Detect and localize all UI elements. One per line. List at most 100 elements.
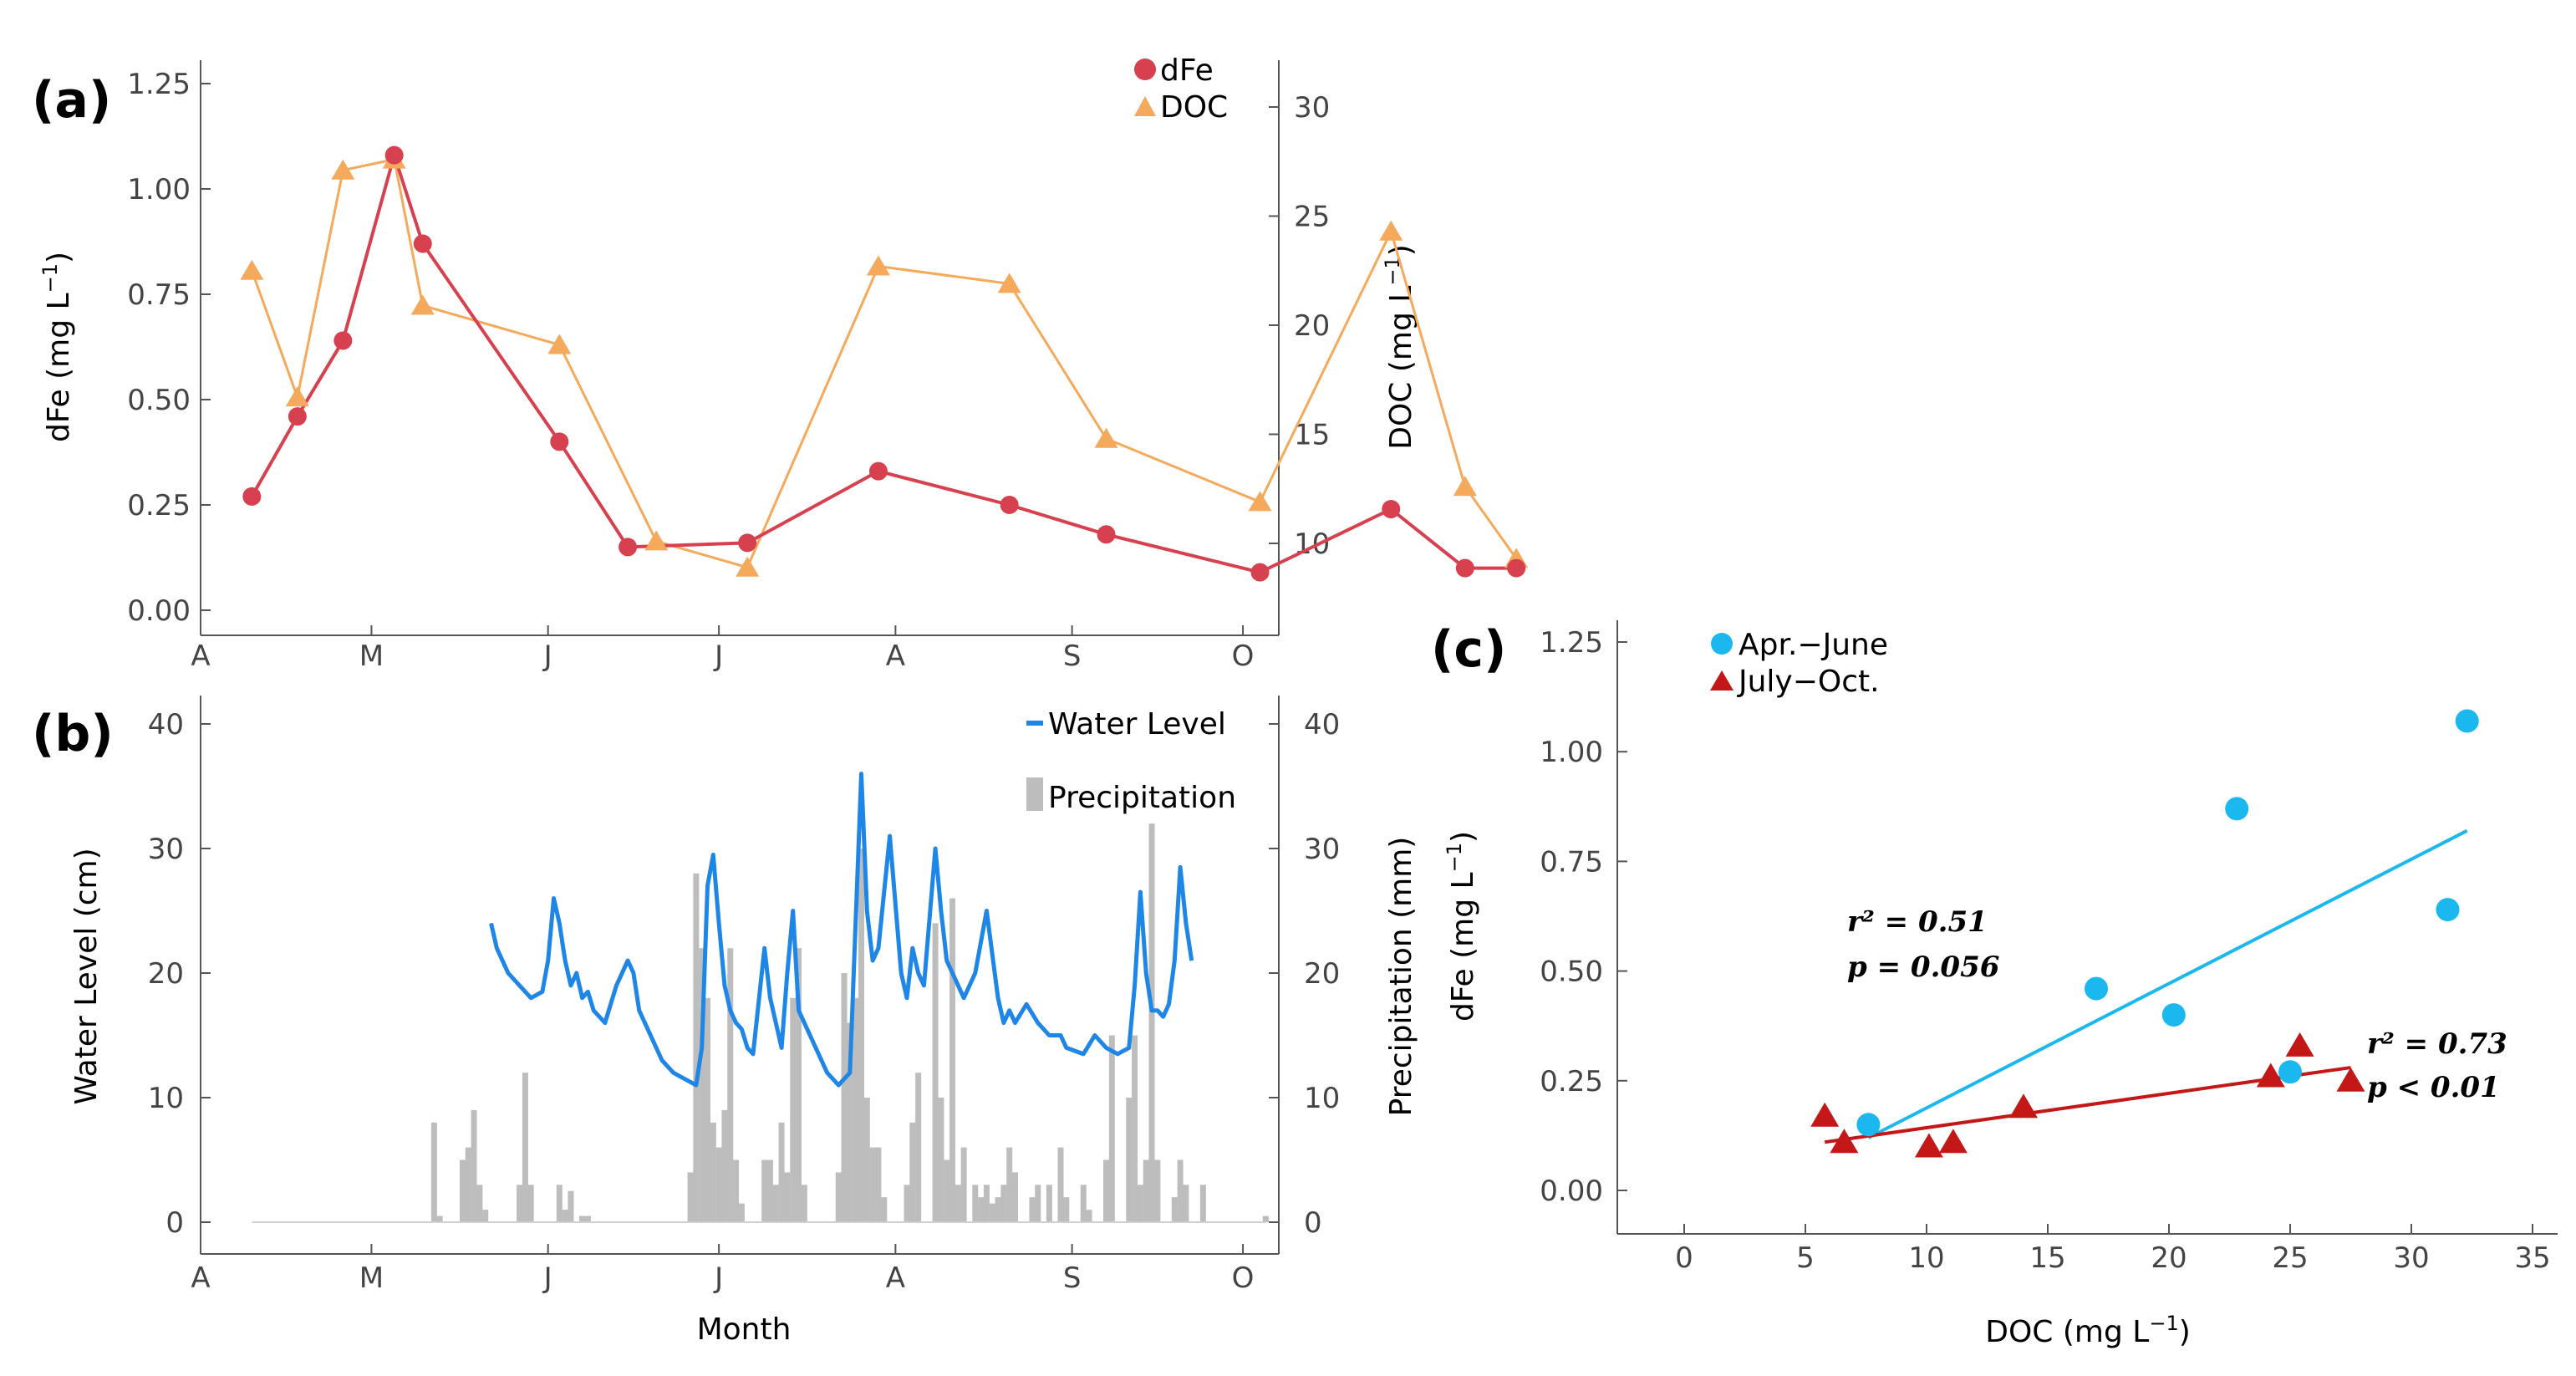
julyoct-point	[2336, 1067, 2365, 1092]
panel-c-series	[1810, 709, 2479, 1158]
panel-b-right-ticks: 0 10 20 30 40	[1269, 708, 1340, 1240]
dfe-point	[738, 533, 757, 553]
precipitation-bar	[978, 1197, 985, 1222]
precipitation-bar	[944, 1159, 950, 1222]
tick-label: 1.25	[1540, 626, 1603, 660]
legend-dfe-label: dFe	[1160, 54, 1214, 88]
precipitation-bar	[430, 1122, 437, 1222]
precipitation-bar	[1057, 1147, 1064, 1222]
precipitation-bar	[1080, 1185, 1087, 1222]
panel-a-left-ticks: 0.00 0.25 0.50 0.75 1.00 1.25	[127, 68, 211, 628]
tick-label: 25	[2272, 1241, 2308, 1275]
panel-a: (a) 0.000.250.500.751.001.25 1015202530 …	[32, 54, 1529, 673]
doc-point	[410, 294, 435, 315]
precipitation-bar	[465, 1147, 471, 1222]
precipitation-bar	[790, 997, 797, 1222]
tick-label: O	[1232, 640, 1255, 673]
precipitation-bar	[875, 1147, 882, 1222]
precipitation-bar	[1183, 1185, 1189, 1222]
tick-label: 20	[1304, 957, 1340, 991]
tick-label: 40	[148, 708, 184, 742]
precipitation-bar	[960, 1147, 967, 1222]
panel-c-x-axis-title: DOC (mg L−1)	[1985, 1312, 2191, 1349]
precipitation-bar	[738, 1203, 745, 1222]
dfe-point	[1250, 563, 1270, 582]
tick-label: 0.50	[1540, 956, 1603, 989]
precipitation-bar	[1108, 1035, 1115, 1222]
dfe-point	[550, 432, 569, 451]
precipitation-bar	[983, 1185, 990, 1222]
julyoct-point	[2285, 1032, 2314, 1057]
legend-aprjune-marker	[1711, 633, 1733, 655]
doc-point	[1453, 476, 1477, 497]
julyoct-point	[1938, 1129, 1968, 1154]
precipitation-bar	[1137, 1185, 1143, 1222]
precipitation-bar	[995, 1197, 1001, 1222]
precipitation-bar	[1000, 1185, 1007, 1222]
panel-c-legend: Apr.−June July−Oct.	[1710, 628, 1888, 699]
precipitation-bar	[853, 997, 859, 1222]
precipitation-bar	[863, 1098, 870, 1222]
precipitation-bar	[904, 1185, 910, 1222]
panel-b-left-axis-title: Water Level (cm)	[69, 848, 104, 1104]
aprjune-point	[2161, 1003, 2186, 1027]
tick-label: 0.75	[1540, 845, 1603, 879]
tick-label: 10	[148, 1082, 184, 1115]
panel-b-label: (b)	[32, 705, 114, 763]
precipitation-bar	[1103, 1159, 1110, 1222]
precipitation-bar	[562, 1210, 568, 1222]
tick-label: 1.00	[1540, 736, 1603, 769]
precipitation-bar	[1148, 823, 1155, 1222]
tick-label: S	[1063, 640, 1082, 673]
precipitation-bar	[1262, 1215, 1269, 1222]
tick-label: 35	[2514, 1241, 2550, 1275]
precipitation-bar	[687, 1172, 694, 1222]
dfe-point	[1097, 525, 1116, 544]
precipitation-bar	[772, 1185, 779, 1222]
tick-label: 30	[1304, 833, 1340, 866]
tick-label: 0.25	[127, 489, 191, 522]
precipitation-bar	[727, 948, 734, 1222]
dfe-point	[1000, 496, 1019, 514]
legend-aprjune-label: Apr.−June	[1739, 628, 1888, 662]
tick-label: J	[713, 640, 723, 673]
tick-label: 0.75	[127, 278, 191, 312]
panel-c-label: (c)	[1431, 620, 1506, 679]
tick-label: J	[713, 1261, 723, 1295]
doc-point	[997, 273, 1021, 293]
tick-label: 10	[1304, 1082, 1340, 1115]
precipitation-bar	[847, 1022, 853, 1222]
julyoct-point	[2009, 1093, 2038, 1119]
precipitation-bar	[556, 1185, 563, 1222]
tick-label: 25	[1294, 201, 1330, 234]
precipitation-bar	[522, 1073, 528, 1222]
doc-point	[736, 556, 760, 577]
tick-label: J	[542, 640, 552, 673]
tick-label: 10	[1908, 1241, 1944, 1275]
precipitation-bar	[1011, 1172, 1018, 1222]
tick-label: A	[886, 1261, 905, 1295]
precipitation-bar	[972, 1185, 979, 1222]
precipitation-bar	[1035, 1185, 1041, 1222]
precipitation-bar	[568, 1190, 574, 1222]
tick-label: 15	[2029, 1241, 2065, 1275]
precipitation-bar	[766, 1159, 773, 1222]
doc-point	[240, 259, 264, 280]
aprjune-fit-line	[1867, 828, 2468, 1139]
doc-point	[866, 255, 890, 276]
tick-label: J	[542, 1261, 552, 1295]
tick-label: 5	[1796, 1241, 1815, 1275]
tick-label: 30	[2393, 1241, 2429, 1275]
legend-doc-label: DOC	[1160, 90, 1228, 125]
panel-b-water-level	[489, 772, 1194, 1088]
panel-a-right-axis-title: DOC (mg L−1)	[1381, 244, 1418, 450]
precipitation-bar	[1029, 1197, 1036, 1222]
stat-julyoct-p: p < 0.01	[2367, 1071, 2500, 1104]
precipitation-bar	[584, 1215, 591, 1222]
precipitation-bar	[715, 1147, 722, 1222]
precipitation-bar	[909, 1122, 916, 1222]
panel-c-y-axis-title: dFe (mg L−1)	[1443, 831, 1480, 1022]
